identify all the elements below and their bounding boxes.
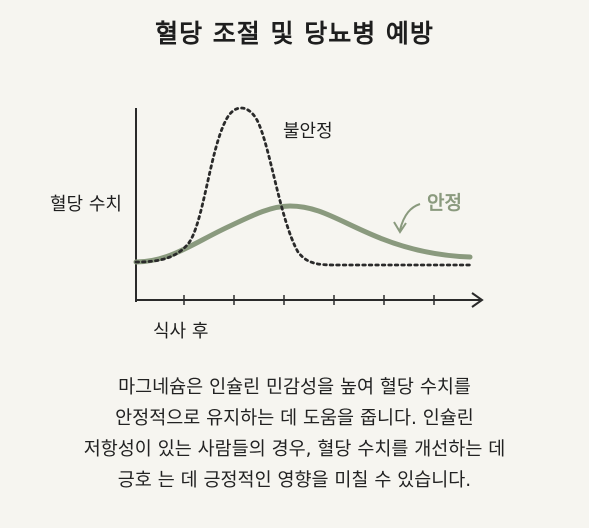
y-axis-label: 혈당 수치 <box>50 194 122 215</box>
caption-line: 마그네슘은 인슐린 민감성을 높여 혈당 수치를 <box>118 377 471 398</box>
caption-line: 긍호 는 데 긍정적인 영향을 미칠 수 있습니다. <box>117 470 472 491</box>
x-axis-arrowhead <box>471 292 484 308</box>
stable-label: 안정 <box>427 192 462 214</box>
stable-pointer-arrow <box>399 203 421 231</box>
x-axis-label: 식사 후 <box>153 321 208 342</box>
caption-line: 안정적으로 유지하는 데 도움을 줍니다. 인슐린 <box>115 408 474 429</box>
unstable-glucose-curve <box>134 106 472 267</box>
unstable-label: 불안정 <box>283 121 333 142</box>
stable-pointer-arrowhead <box>393 221 407 234</box>
stable-glucose-curve <box>133 203 473 265</box>
caption: 마그네슘은 인슐린 민감성을 높여 혈당 수치를 안정적으로 유지하는 데 도움… <box>20 372 569 496</box>
page-title: 혈당 조절 및 당뇨병 예방 <box>155 19 434 48</box>
caption-line: 저항성이 있는 사람들의 경우, 혈당 수치를 개선하는 데 <box>83 439 506 460</box>
x-axis-ticks <box>183 295 435 305</box>
